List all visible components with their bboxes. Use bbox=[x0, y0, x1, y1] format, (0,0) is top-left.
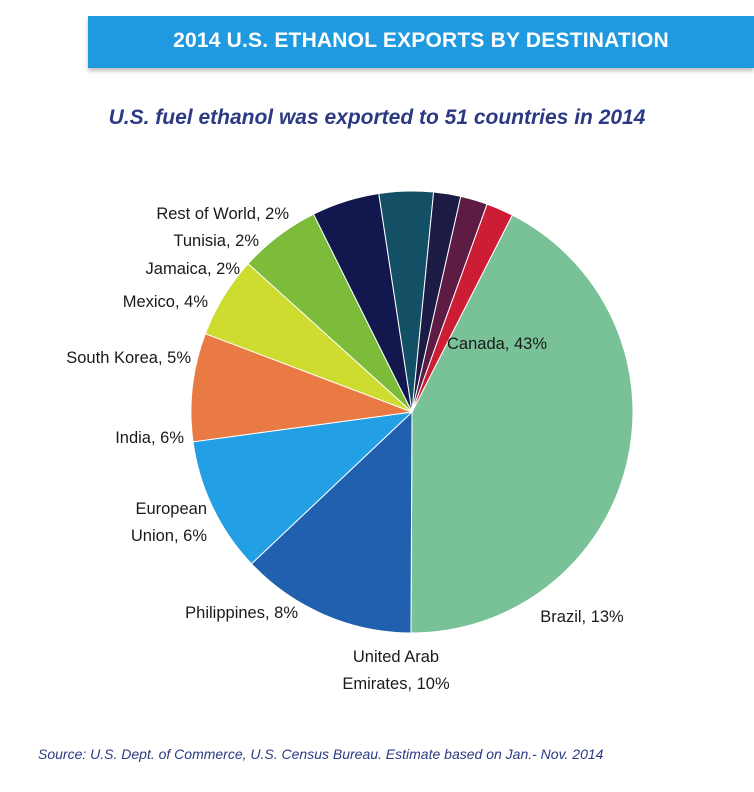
pie-slice-philippines bbox=[190, 333, 413, 443]
slice-label-tunisia: Tunisia, 2% bbox=[173, 232, 259, 250]
slice-label-jamaica: Jamaica, 2% bbox=[146, 260, 241, 278]
pie-slice-canada bbox=[410, 214, 634, 634]
pie-slice-rest-of-world bbox=[411, 203, 514, 413]
slice-label-canada: Canada, 43% bbox=[447, 335, 547, 353]
source-note: Source: U.S. Dept. of Commerce, U.S. Cen… bbox=[38, 746, 604, 762]
slice-label-rest-of-world: Rest of World, 2% bbox=[156, 205, 289, 223]
slice-label-united-arab-emirates: United Arab Emirates, 10% bbox=[342, 648, 450, 693]
title-banner: 2014 U.S. ETHANOL EXPORTS BY DESTINATION bbox=[88, 16, 754, 68]
slice-label-european-union: European Union, 6% bbox=[131, 500, 207, 545]
slice-label-south-korea: South Korea, 5% bbox=[66, 349, 191, 367]
pie-slice-brazil bbox=[250, 410, 413, 634]
chart-title: 2014 U.S. ETHANOL EXPORTS BY DESTINATION bbox=[173, 29, 669, 52]
slice-label-mexico: Mexico, 4% bbox=[123, 293, 209, 311]
pie-slice-united-arab-emirates bbox=[192, 411, 414, 565]
slice-label-india: India, 6% bbox=[115, 429, 184, 447]
chart-subtitle: U.S. fuel ethanol was exported to 51 cou… bbox=[108, 106, 646, 129]
slice-label-brazil: Brazil, 13% bbox=[540, 608, 624, 626]
slice-label-philippines: Philippines, 8% bbox=[185, 604, 298, 622]
